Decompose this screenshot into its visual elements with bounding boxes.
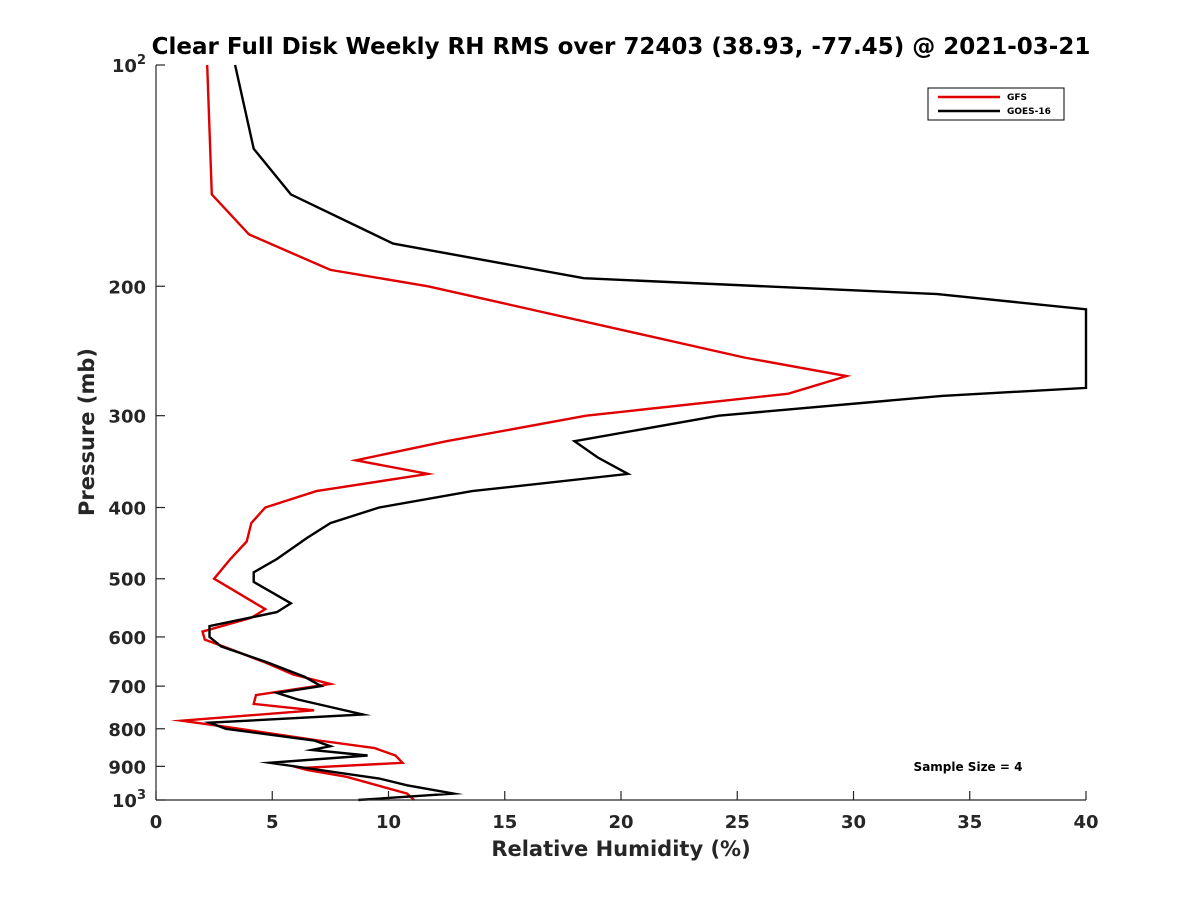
- legend: GFS GOES-16: [927, 87, 1065, 121]
- y-tick-label-base: 400: [108, 499, 146, 520]
- y-tick-label-base: 900: [108, 757, 146, 778]
- y-tick-label: 300: [108, 407, 146, 428]
- y-tick-label-base: 600: [108, 628, 146, 649]
- y-tick-label-base: 10: [112, 56, 137, 77]
- y-tick-label: 102: [112, 53, 146, 77]
- y-tick-label-base: 300: [108, 407, 146, 428]
- x-tick-label: 30: [841, 812, 866, 833]
- y-tick-label-base: 500: [108, 570, 146, 591]
- y-axis-label: Pressure (mb): [75, 348, 99, 516]
- y-tick-label-base: 10: [112, 791, 137, 812]
- y-tick-label: 400: [108, 499, 146, 520]
- series-line-goes-16: [203, 64, 1088, 802]
- x-tick-label: 40: [1073, 812, 1098, 833]
- x-tick-label: 35: [957, 812, 982, 833]
- x-axis-label: Relative Humidity (%): [491, 837, 750, 861]
- y-tick-label: 700: [108, 677, 146, 698]
- y-tick-label-exponent: 3: [137, 788, 146, 803]
- y-tick-label: 103: [112, 788, 146, 812]
- legend-label: GOES-16: [1007, 107, 1051, 117]
- x-tick-label: 10: [376, 812, 401, 833]
- legend-label: GFS: [1007, 93, 1027, 103]
- x-tick-label: 20: [608, 812, 633, 833]
- series-line-gfs: [170, 64, 852, 801]
- chart-title: Clear Full Disk Weekly RH RMS over 72403…: [152, 34, 1091, 60]
- x-tick-label: 25: [725, 812, 750, 833]
- series-layer: [170, 64, 1088, 802]
- x-ticks: 0 5 10 15 20 25 30 35 40: [150, 791, 1099, 833]
- sample-size-annotation: Sample Size = 4: [914, 760, 1023, 774]
- y-tick-label: 800: [108, 720, 146, 741]
- y-tick-label-base: 700: [108, 677, 146, 698]
- x-tick-label: 15: [492, 812, 517, 833]
- legend-box: [927, 87, 1065, 121]
- y-tick-label-exponent: 2: [137, 53, 146, 68]
- y-tick-label: 600: [108, 628, 146, 649]
- y-tick-label: 500: [108, 570, 146, 591]
- y-tick-label-base: 800: [108, 720, 146, 741]
- y-tick-label-base: 200: [108, 277, 146, 298]
- y-tick-label: 200: [108, 277, 146, 298]
- x-tick-label: 0: [150, 812, 163, 833]
- x-tick-label: 5: [266, 812, 279, 833]
- y-tick-label: 900: [108, 757, 146, 778]
